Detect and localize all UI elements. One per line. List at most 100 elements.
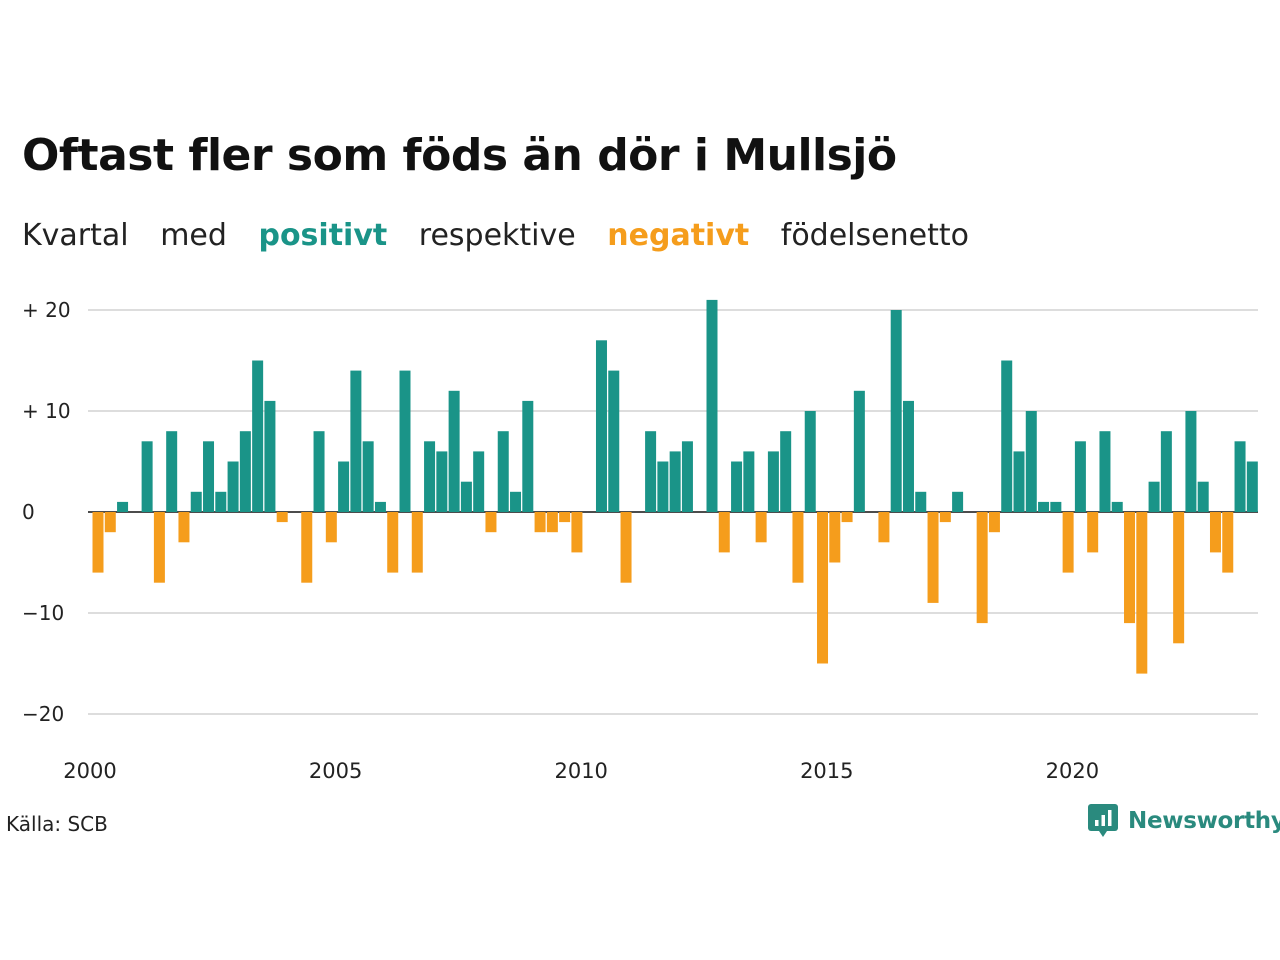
bar (547, 512, 558, 532)
bar (854, 391, 865, 512)
bar (105, 512, 116, 532)
bar (326, 512, 337, 542)
bar (191, 492, 202, 512)
bar (314, 431, 325, 512)
bar (842, 512, 853, 522)
bar (449, 391, 460, 512)
bar (93, 512, 104, 573)
x-tick-label: 2020 (1046, 759, 1099, 783)
bar (756, 512, 767, 542)
bar (522, 401, 533, 512)
bar (559, 512, 570, 522)
bar-chart: + 20 + 10 0 −10 −20 2000 2005 2010 2015 2020 (0, 0, 1280, 800)
bar (829, 512, 840, 563)
bar (940, 512, 951, 522)
bar (203, 441, 214, 512)
bar (645, 431, 656, 512)
bar (608, 371, 619, 512)
bar (350, 371, 361, 512)
x-tick-label: 2000 (63, 759, 116, 783)
bar (1124, 512, 1135, 623)
bar (252, 361, 263, 513)
bar (977, 512, 988, 623)
bar (264, 401, 275, 512)
bar (682, 441, 693, 512)
bar (915, 492, 926, 512)
newsworthy-logo-icon (1088, 804, 1118, 838)
bar (363, 441, 374, 512)
bar (1038, 502, 1049, 512)
brand-name: Newsworthy (1128, 808, 1280, 834)
bar (498, 431, 509, 512)
bar (400, 371, 411, 512)
bar (1185, 411, 1196, 512)
bar (928, 512, 939, 603)
bar (707, 300, 718, 512)
bar (1210, 512, 1221, 552)
y-tick-label: −20 (22, 702, 64, 726)
y-tick-label: 0 (22, 500, 35, 524)
bar (240, 431, 251, 512)
bar (952, 492, 963, 512)
bar (166, 431, 177, 512)
bar (461, 482, 472, 512)
bar (805, 411, 816, 512)
bar (473, 451, 484, 512)
bar (743, 451, 754, 512)
bar (670, 451, 681, 512)
bar (1050, 502, 1061, 512)
bar (436, 451, 447, 512)
bar (731, 462, 742, 513)
bar (178, 512, 189, 542)
bar (657, 462, 668, 513)
x-tick-label: 2005 (309, 759, 362, 783)
bar (1026, 411, 1037, 512)
bar (1235, 441, 1246, 512)
y-tick-label: + 20 (22, 298, 71, 322)
bar (510, 492, 521, 512)
bar (277, 512, 288, 522)
bar (412, 512, 423, 573)
x-tick-label: 2010 (554, 759, 607, 783)
bar (228, 462, 239, 513)
bar (1247, 462, 1258, 513)
bar (1001, 361, 1012, 513)
bar (375, 502, 386, 512)
bar (903, 401, 914, 512)
bar (792, 512, 803, 583)
bar (596, 340, 607, 512)
bar (142, 441, 153, 512)
bar (1222, 512, 1233, 573)
bar (387, 512, 398, 573)
bar (891, 310, 902, 512)
bar (571, 512, 582, 552)
bar (424, 441, 435, 512)
bar (485, 512, 496, 532)
bar (117, 502, 128, 512)
bar (1173, 512, 1184, 643)
bar (1099, 431, 1110, 512)
bar (154, 512, 165, 583)
y-tick-label: + 10 (22, 399, 71, 423)
bar (215, 492, 226, 512)
bar (1149, 482, 1160, 512)
bar (780, 431, 791, 512)
bar (338, 462, 349, 513)
bar (535, 512, 546, 532)
bar (719, 512, 730, 552)
bar (1112, 502, 1123, 512)
bar (301, 512, 312, 583)
bars (93, 300, 1258, 674)
bar (1063, 512, 1074, 573)
bar (1198, 482, 1209, 512)
bar (1136, 512, 1147, 674)
bar (1014, 451, 1025, 512)
bar (1087, 512, 1098, 552)
bar (1161, 431, 1172, 512)
bar (989, 512, 1000, 532)
bar (817, 512, 828, 664)
bar (768, 451, 779, 512)
bar (621, 512, 632, 583)
bar (1075, 441, 1086, 512)
source-note: Källa: SCB (6, 812, 108, 836)
